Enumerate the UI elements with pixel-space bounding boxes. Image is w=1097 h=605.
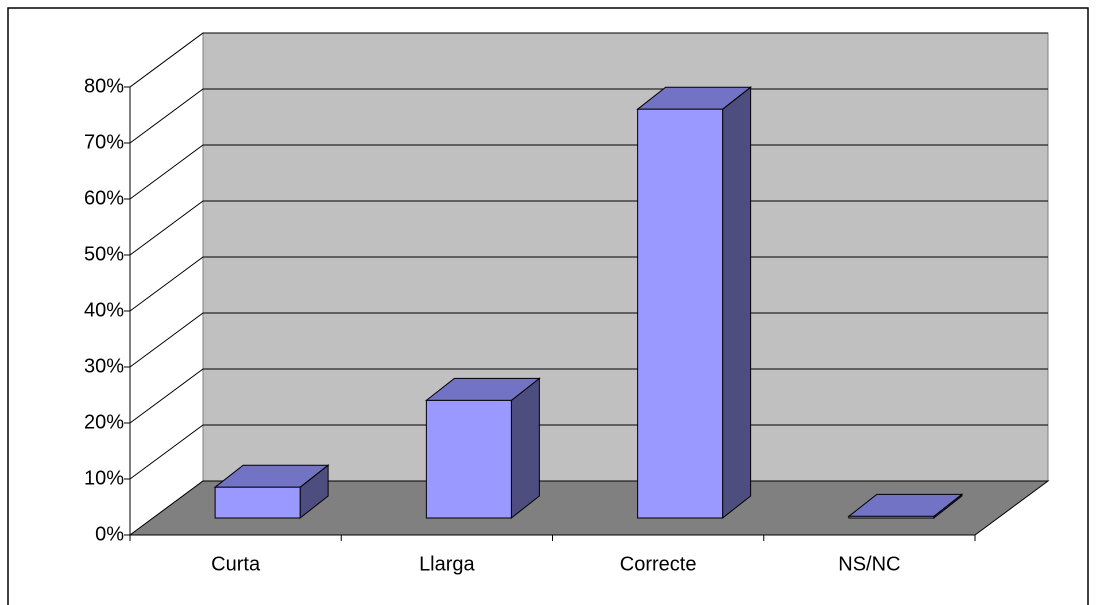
bar-side xyxy=(722,86,752,520)
bar-side xyxy=(510,377,540,520)
y-tick-label: 40% xyxy=(84,299,124,321)
x-tick-label: Correcte xyxy=(620,553,697,575)
grid-line xyxy=(129,256,1048,312)
y-tick-label: 60% xyxy=(84,187,124,209)
y-tick-label: 0% xyxy=(95,523,124,545)
x-tick-label: Llarga xyxy=(419,553,475,575)
x-tick-label: NS/NC xyxy=(838,553,900,575)
grid-line xyxy=(129,312,1048,368)
y-tick-label: 20% xyxy=(84,411,124,433)
y-tick-label: 70% xyxy=(84,131,124,153)
y-tick-label: 30% xyxy=(84,355,124,377)
x-tick-label: Curta xyxy=(211,553,261,575)
grid-line xyxy=(129,32,1048,88)
y-tick-label: 50% xyxy=(84,243,124,265)
grid-line xyxy=(129,368,1048,424)
grid-line xyxy=(129,424,1048,480)
y-tick-label: 80% xyxy=(84,75,124,97)
bar xyxy=(425,399,512,519)
bar xyxy=(214,486,301,519)
bar xyxy=(848,515,935,519)
y-tick-label: 10% xyxy=(84,467,124,489)
bar xyxy=(637,108,724,519)
grid-line xyxy=(129,88,1048,144)
grid-line xyxy=(129,200,1048,256)
grid-line xyxy=(129,144,1048,200)
